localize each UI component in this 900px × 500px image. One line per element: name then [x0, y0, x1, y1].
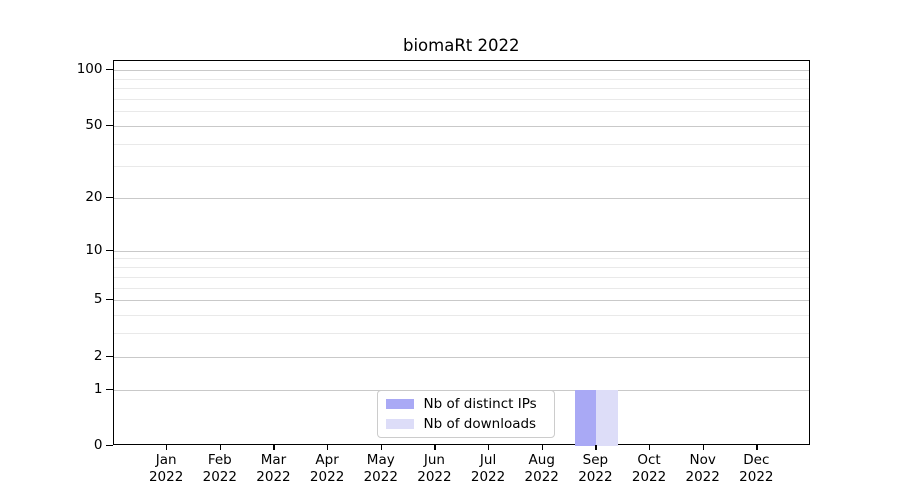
bar-nb-of-distinct-ips [574, 389, 597, 446]
x-tick-mark [273, 445, 275, 450]
x-tick-label: Mar 2022 [256, 452, 291, 485]
y-tick-label: 2 [93, 347, 103, 364]
y-tick-mark [106, 355, 113, 357]
x-tick-mark [219, 445, 221, 450]
x-tick-mark [380, 445, 382, 450]
y-tick-mark [106, 197, 113, 199]
y-tick-label: 5 [93, 291, 103, 308]
x-tick-mark [166, 445, 168, 450]
x-tick-label: Aug 2022 [524, 452, 559, 485]
legend-swatch-distinct-ips [385, 399, 414, 409]
y-tick-label: 50 [85, 116, 103, 133]
major-gridline [113, 198, 809, 200]
x-tick-label: Jun 2022 [417, 452, 452, 485]
plot-area: Nb of distinct IPs Nb of downloads [112, 60, 810, 446]
legend-swatch-downloads [385, 419, 414, 429]
bar-nb-of-downloads [596, 389, 618, 446]
x-tick-mark [756, 445, 758, 450]
major-gridline [113, 356, 809, 358]
minor-gridline [113, 258, 809, 260]
y-tick-mark [106, 124, 113, 126]
x-tick-label: Dec 2022 [739, 452, 774, 485]
x-tick-label: May 2022 [363, 452, 398, 485]
x-tick-mark [434, 445, 436, 450]
y-tick-mark [106, 445, 113, 447]
y-tick-label: 0 [93, 437, 103, 453]
x-tick-label: Sep 2022 [578, 452, 613, 485]
legend-item-distinct-ips: Nb of distinct IPs [385, 396, 544, 412]
major-gridline [113, 300, 809, 302]
y-tick-label: 20 [85, 189, 103, 206]
x-tick-mark [702, 445, 704, 450]
major-gridline [113, 125, 809, 127]
legend-item-downloads: Nb of downloads [385, 416, 544, 432]
y-tick-mark [106, 388, 113, 390]
minor-gridline [113, 276, 809, 278]
x-tick-label: Jul 2022 [470, 452, 506, 485]
x-tick-mark [541, 445, 543, 450]
x-tick-label: Oct 2022 [631, 452, 667, 485]
minor-gridline [113, 314, 809, 316]
minor-gridline [113, 333, 809, 335]
y-tick-mark [106, 249, 113, 251]
x-tick-label: Feb 2022 [202, 452, 237, 485]
minor-gridline [113, 143, 809, 145]
minor-gridline [113, 267, 809, 269]
x-tick-mark [649, 445, 651, 450]
x-tick-label: Apr 2022 [309, 452, 345, 485]
x-tick-mark [327, 445, 329, 450]
x-tick-mark [488, 445, 490, 450]
minor-gridline [113, 166, 809, 168]
x-tick-label: Nov 2022 [685, 452, 720, 485]
legend-label-distinct-ips: Nb of distinct IPs [423, 396, 537, 412]
y-tick-label: 1 [93, 380, 103, 397]
y-tick-mark [106, 299, 113, 301]
x-tick-label: Jan 2022 [148, 452, 184, 485]
minor-gridline [113, 287, 809, 289]
minor-gridline [113, 98, 809, 100]
x-tick-mark [595, 445, 597, 450]
minor-gridline [113, 88, 809, 90]
minor-gridline [113, 78, 809, 80]
major-gridline [113, 389, 809, 391]
legend-label-downloads: Nb of downloads [423, 416, 537, 432]
y-tick-mark [106, 69, 113, 71]
chart-title: biomaRt 2022 [402, 36, 520, 55]
chart-legend: Nb of distinct IPs Nb of downloads [376, 390, 555, 438]
y-tick-label: 10 [85, 241, 103, 258]
minor-gridline [113, 111, 809, 113]
major-gridline [113, 250, 809, 252]
major-gridline [113, 70, 809, 72]
y-tick-label: 100 [76, 61, 103, 78]
